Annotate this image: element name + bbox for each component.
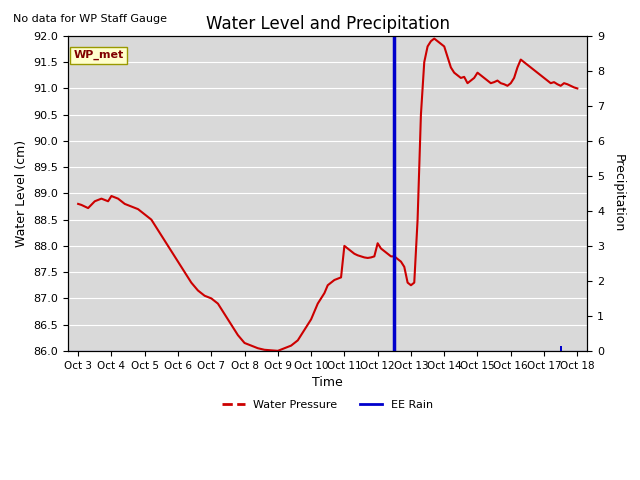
Legend: Water Pressure, EE Rain: Water Pressure, EE Rain <box>218 396 438 415</box>
Y-axis label: Water Level (cm): Water Level (cm) <box>15 140 28 247</box>
Y-axis label: Precipitation: Precipitation <box>612 154 625 232</box>
X-axis label: Time: Time <box>312 376 343 389</box>
Bar <box>560 346 561 351</box>
Title: Water Level and Precipitation: Water Level and Precipitation <box>205 15 450 33</box>
Text: WP_met: WP_met <box>74 50 124 60</box>
Text: No data for WP Staff Gauge: No data for WP Staff Gauge <box>13 14 167 24</box>
